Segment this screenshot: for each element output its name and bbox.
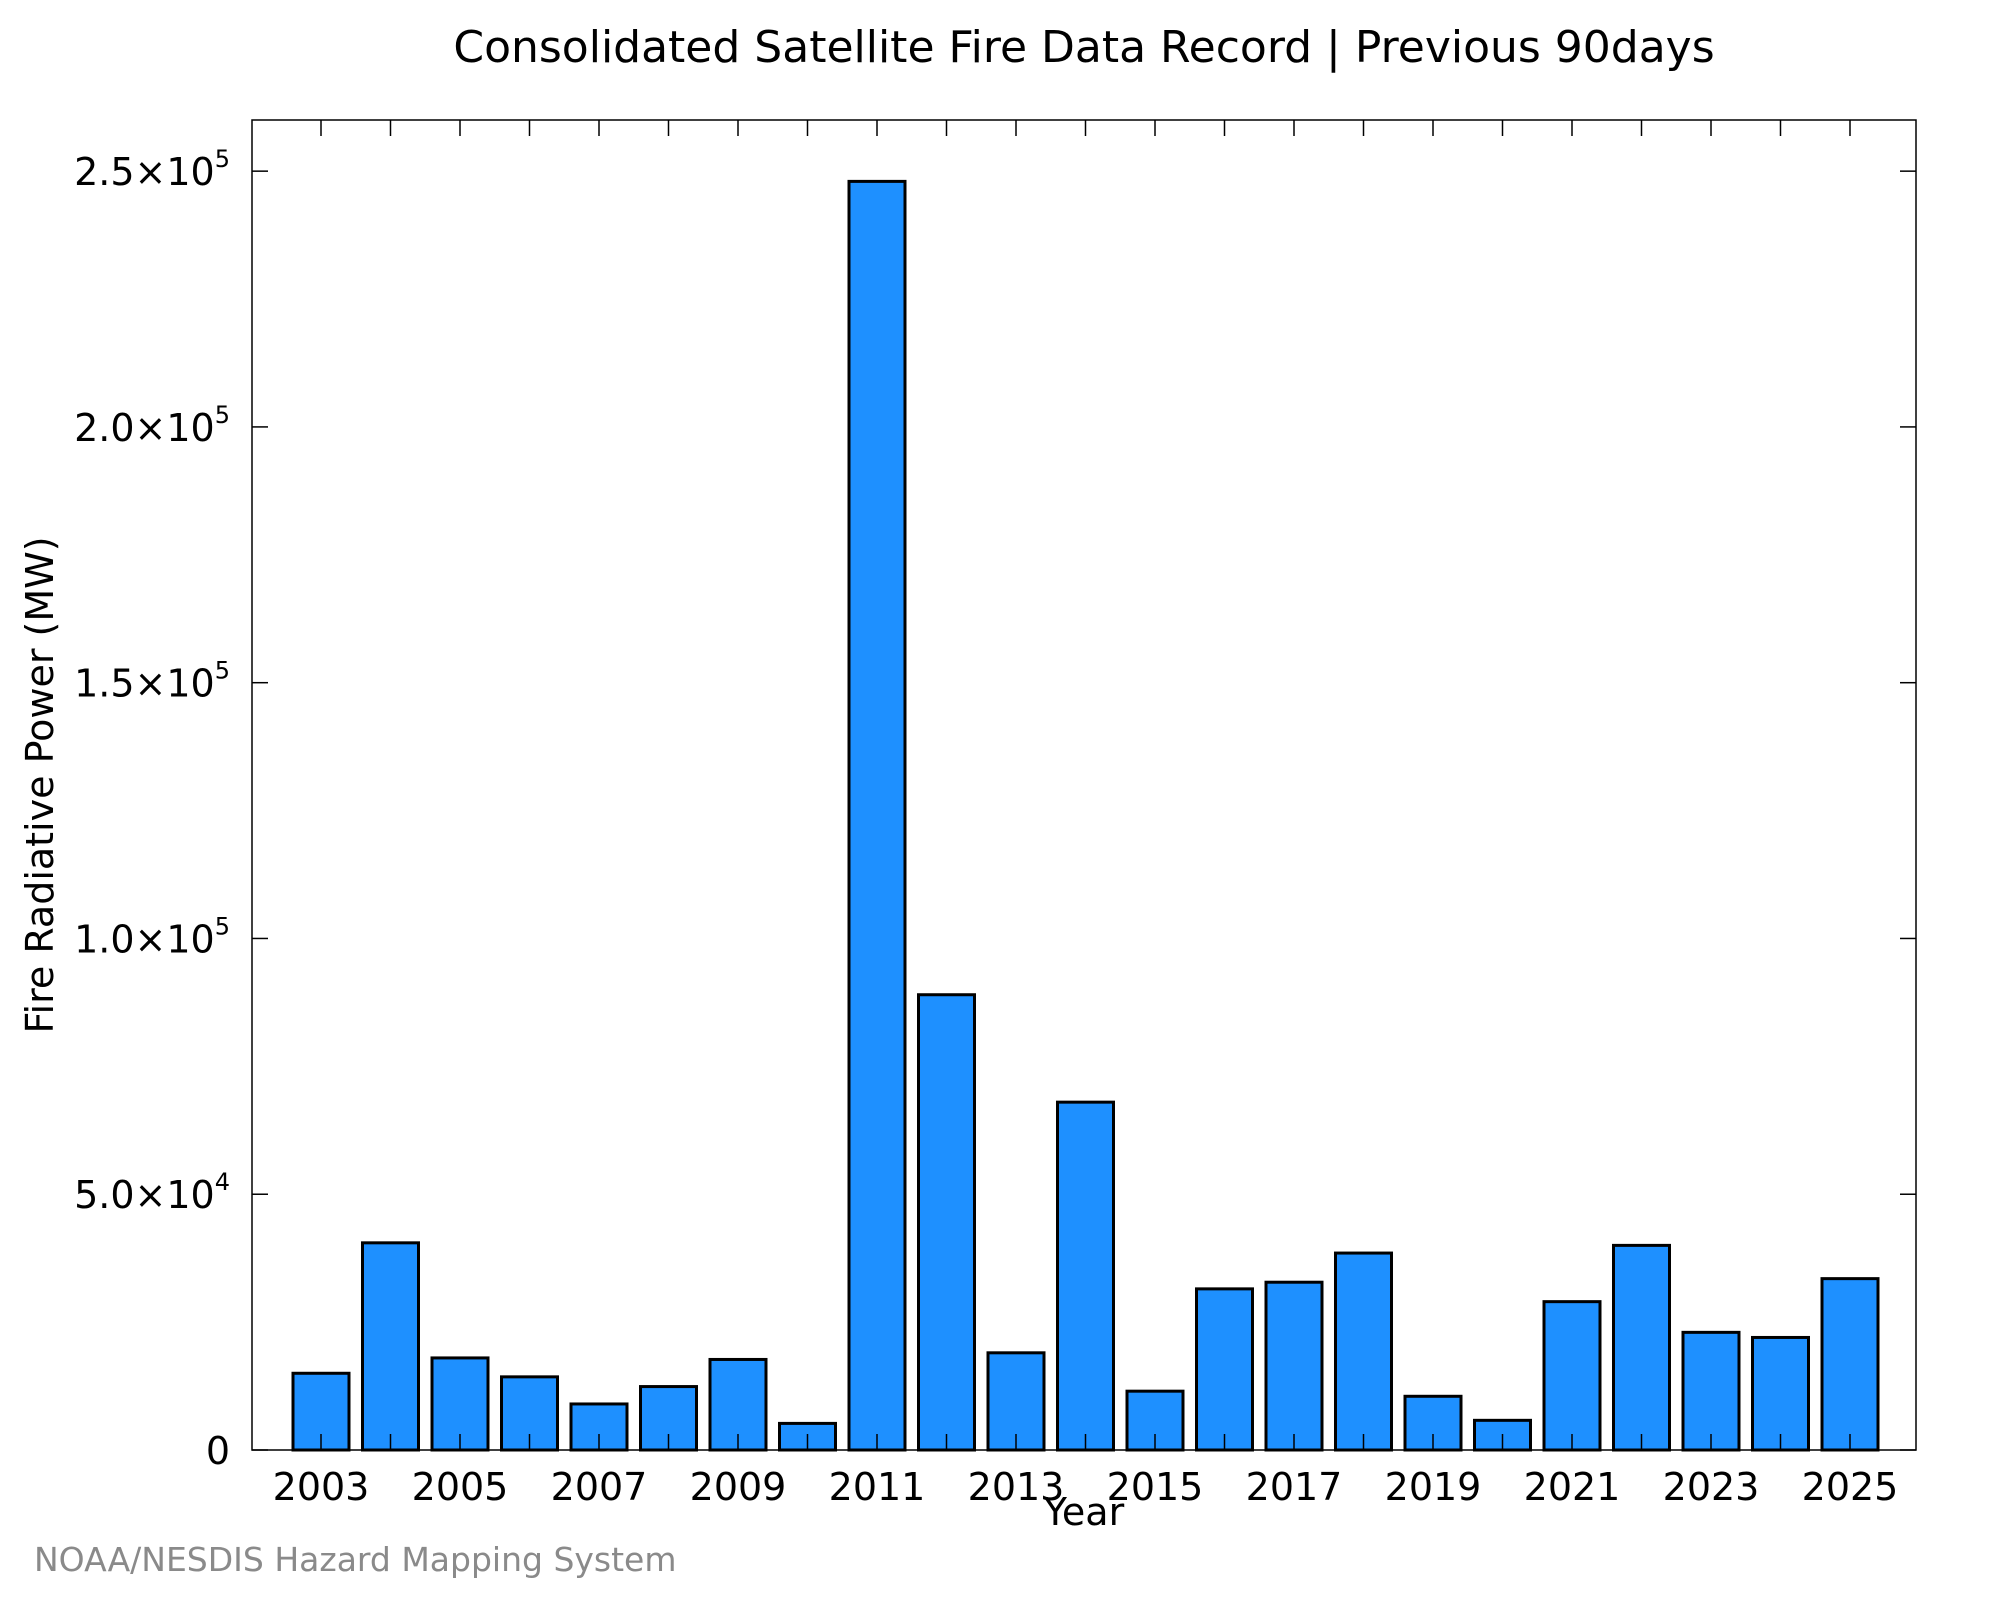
x-tick-label: 2009: [690, 1465, 787, 1509]
bars-layer: [291, 179, 1880, 1452]
bar-2011: [847, 179, 907, 1452]
x-tick-label: 2015: [1107, 1465, 1204, 1509]
x-tick-label: 2013: [968, 1465, 1065, 1509]
y-tick-label: 1.0×105: [74, 912, 230, 961]
x-tick-label: 2019: [1385, 1465, 1482, 1509]
x-tick-label: 2005: [412, 1465, 509, 1509]
x-tick-label: 2011: [829, 1465, 926, 1509]
bar-2016: [1195, 1287, 1254, 1452]
y-axis-label: Fire Radiative Power (MW): [18, 536, 62, 1034]
y-tick-label: 1.5×105: [74, 657, 230, 706]
x-axis-label: Year: [1043, 1490, 1125, 1534]
y-tick-label: 2.0×105: [74, 401, 230, 450]
x-tick-label: 2023: [1663, 1465, 1760, 1509]
y-tick-label: 0: [206, 1429, 230, 1473]
ticks-layer: [252, 120, 1916, 1451]
tick-labels-layer: 2003 2005 2007 2009 2011 2013 2015 2017 2019 2021…: [74, 145, 1898, 1509]
y-tick-label: 5.0×104: [74, 1168, 230, 1217]
x-tick-label: 2017: [1246, 1465, 1343, 1509]
bar-2012: [917, 993, 976, 1452]
x-tick-label: 2021: [1524, 1465, 1621, 1509]
bar-2021: [1542, 1300, 1602, 1452]
plot-frame: [251, 119, 1917, 1451]
bar-2013: [986, 1351, 1046, 1452]
credit-text: NOAA/NESDIS Hazard Mapping System: [34, 1540, 677, 1579]
y-tick-label: 2.5×105: [74, 145, 230, 194]
bar-2024: [1751, 1335, 1810, 1452]
bar-2004: [361, 1241, 420, 1452]
bar-2014: [1056, 1100, 1115, 1452]
x-tick-label: 2003: [273, 1465, 370, 1509]
bar-2018: [1334, 1251, 1393, 1452]
bar-2017: [1264, 1280, 1324, 1452]
x-tick-label: 2007: [551, 1465, 648, 1509]
bar-2023: [1681, 1330, 1741, 1452]
chart-title: Consolidated Satellite Fire Data Record …: [453, 22, 1715, 73]
x-tick-label: 2025: [1802, 1465, 1899, 1509]
bar-2025: [1820, 1277, 1880, 1452]
bar-2022: [1612, 1243, 1671, 1452]
